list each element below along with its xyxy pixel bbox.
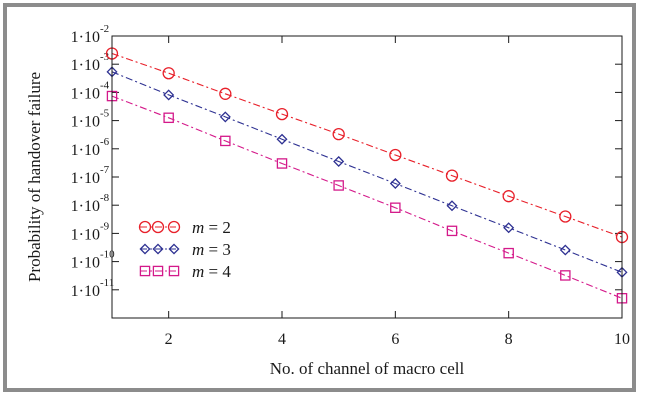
y-axis-label: Probability of handover failure — [25, 72, 44, 282]
y-tick-exponent: -4 — [100, 79, 110, 91]
data-point-square — [503, 247, 514, 259]
x-axis-label: No. of channel of macro cell — [270, 359, 465, 378]
y-tick-label: 1·10 — [71, 283, 100, 300]
y-tick-exponent: -10 — [100, 249, 115, 261]
x-tick-label: 2 — [165, 331, 173, 348]
y-tick-exponent: -6 — [100, 136, 110, 148]
x-tick-label: 4 — [278, 331, 286, 348]
data-point-circle — [332, 127, 345, 141]
data-point-square — [390, 202, 401, 213]
y-tick-exponent: -11 — [100, 277, 114, 289]
x-axis-ticks: 2 4 6 8 10 — [165, 36, 630, 348]
data-point-square — [276, 158, 288, 169]
x-tick-label: 10 — [614, 331, 630, 348]
legend-marker-square — [152, 265, 164, 277]
y-tick-exponent: -2 — [100, 23, 109, 35]
data-point-square — [220, 135, 231, 147]
data-point-circle — [275, 107, 289, 121]
legend: m = 2 m = 3 m = 4 — [138, 218, 231, 281]
data-point-square — [333, 180, 344, 191]
y-tick-label: 1·10 — [71, 198, 100, 215]
data-point-diamond — [559, 244, 571, 256]
data-point-diamond — [219, 111, 231, 123]
data-point-diamond — [163, 89, 175, 101]
legend-marker-diamond — [152, 243, 164, 255]
y-tick-label: 1·10 — [71, 142, 100, 159]
series-line-3 — [111, 95, 623, 299]
plot-area-border — [111, 35, 623, 319]
y-tick-label: 1·10 — [71, 255, 100, 272]
data-point-circle — [502, 190, 515, 203]
data-point-circle — [389, 148, 402, 162]
y-tick-label: 1·10 — [71, 29, 100, 46]
data-point-circle — [162, 67, 175, 80]
legend-marker-circle — [138, 220, 152, 234]
data-point-square — [560, 270, 571, 281]
y-axis-ticks: 1·10 -21·10 -31·10 -41·10 -51·10 -61·10 -71·10… — [71, 23, 622, 300]
legend-marker-circle — [151, 220, 165, 234]
y-tick-label: 1·10 — [71, 170, 100, 187]
y-tick-exponent: -9 — [100, 220, 110, 232]
series-line-2 — [111, 71, 623, 273]
y-tick-label: 1·10 — [71, 57, 100, 74]
data-point-circle — [445, 169, 459, 182]
data-point-square — [446, 225, 458, 237]
chart-frame — [3, 3, 636, 392]
y-tick-exponent: -7 — [100, 164, 110, 176]
legend-label: m = 2 — [192, 218, 231, 237]
data-point-circle — [559, 210, 572, 223]
y-tick-exponent: -3 — [100, 51, 110, 63]
legend-marker-circle — [167, 220, 181, 234]
y-tick-exponent: -8 — [100, 192, 110, 204]
data-point-diamond — [503, 222, 515, 234]
legend-marker-square — [139, 265, 151, 277]
x-tick-label: 6 — [391, 331, 399, 348]
data-point-diamond — [446, 200, 458, 212]
data-point-diamond — [276, 133, 288, 145]
y-tick-exponent: -5 — [100, 108, 110, 120]
legend-marker-diamond — [168, 243, 180, 255]
data-point-diamond — [389, 177, 401, 190]
legend-label: m = 3 — [192, 240, 231, 259]
y-tick-label: 1·10 — [71, 85, 100, 102]
series-layer — [105, 47, 629, 304]
legend-marker-square — [168, 265, 180, 277]
data-point-circle — [219, 87, 232, 100]
x-tick-label: 8 — [505, 331, 513, 348]
data-point-square — [163, 112, 174, 124]
y-tick-label: 1·10 — [71, 226, 100, 243]
data-point-diamond — [333, 155, 345, 168]
legend-marker-diamond — [139, 243, 151, 255]
series-line-1 — [111, 52, 623, 238]
y-tick-label: 1·10 — [71, 114, 100, 131]
legend-label: m = 4 — [192, 262, 231, 281]
